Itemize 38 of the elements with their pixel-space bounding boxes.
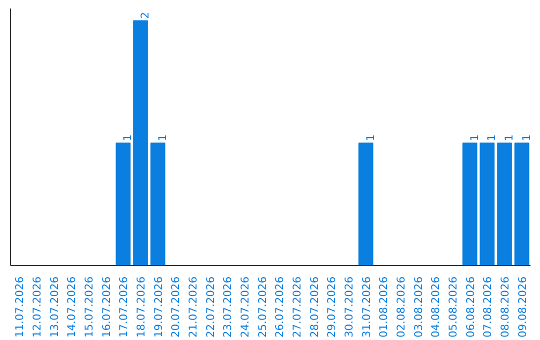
x-tick-label: 13.07.2026 xyxy=(48,276,61,338)
x-tick-label: 31.07.2026 xyxy=(360,276,373,338)
data-label: 1 xyxy=(520,134,533,142)
data-label: 1 xyxy=(156,134,169,142)
x-tick-label: 12.07.2026 xyxy=(30,276,44,338)
x-tick-label: 11.07.2026 xyxy=(13,276,26,338)
x-tick-label: 07.08.2026 xyxy=(481,276,494,338)
x-tick-label: 29.07.2026 xyxy=(325,276,338,338)
x-tick-label: 16.07.2026 xyxy=(100,276,113,338)
x-tick-label: 20.07.2026 xyxy=(169,276,182,338)
x-tick-label: 18.07.2026 xyxy=(134,276,148,338)
x-tick-label: 05.08.2026 xyxy=(446,276,460,338)
x-tick-label: 25.07.2026 xyxy=(256,276,269,338)
data-label: 1 xyxy=(364,134,377,142)
x-tick-label: 22.07.2026 xyxy=(204,276,217,338)
x-tick-label: 19.07.2026 xyxy=(152,276,165,338)
x-tick-label: 28.07.2026 xyxy=(308,276,321,338)
x-tick-label: 02.08.2026 xyxy=(394,276,408,338)
x-tick-label: 21.07.2026 xyxy=(186,276,200,338)
data-label: 2 xyxy=(138,12,152,19)
x-tick-label: 30.07.2026 xyxy=(342,276,356,338)
x-tick-label: 24.07.2026 xyxy=(238,276,252,338)
x-tick-label: 01.08.2026 xyxy=(377,276,390,338)
x-tick-label: 27.07.2026 xyxy=(290,276,304,338)
data-label: 1 xyxy=(468,134,481,142)
x-tick-label: 09.08.2026 xyxy=(516,276,529,338)
data-label: 1 xyxy=(485,134,498,142)
x-tick-label: 15.07.2026 xyxy=(82,276,96,338)
x-tick-label: 14.07.2026 xyxy=(65,276,78,338)
x-tick-label: 23.07.2026 xyxy=(221,276,234,338)
x-tick-label: 17.07.2026 xyxy=(117,276,130,338)
x-tick-label: 04.08.2026 xyxy=(429,276,442,338)
x-tick-label: 26.07.2026 xyxy=(273,276,286,338)
x-tick-label: 03.08.2026 xyxy=(412,276,425,338)
x-tick-label: 06.08.2026 xyxy=(464,276,477,338)
data-label: 1 xyxy=(121,134,134,142)
data-label: 1 xyxy=(502,134,516,142)
x-tick-label: 08.08.2026 xyxy=(498,276,512,338)
